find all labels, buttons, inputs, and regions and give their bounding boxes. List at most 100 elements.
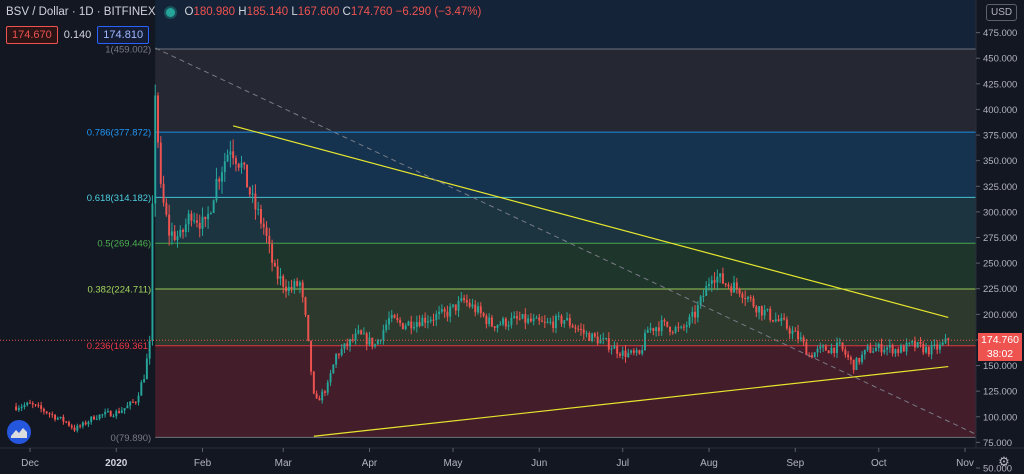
fib-label: 0.382(224.711) (87, 285, 151, 296)
price-tick-label: 275.000 (983, 233, 1017, 244)
candle-body (106, 411, 109, 413)
candle-body (29, 402, 31, 404)
candle-body (930, 344, 933, 355)
symbol-title[interactable]: BSV / Dollar · 1D · BITFINEX (6, 6, 156, 18)
candle-body (657, 327, 660, 332)
candle-body (510, 317, 513, 326)
candle-body (162, 183, 165, 203)
candle-body (708, 283, 710, 287)
candle-body (262, 223, 265, 228)
candle-body (855, 357, 858, 371)
candle-body (20, 406, 23, 409)
candle-body (783, 317, 786, 320)
candle-body (182, 229, 185, 233)
candle-body (40, 405, 43, 409)
candle-body (922, 343, 925, 353)
candle-body (446, 311, 449, 317)
candle-body (401, 323, 404, 329)
candle-body (246, 164, 249, 188)
candle-body (504, 318, 507, 327)
candle-body (120, 410, 123, 413)
candle-body (287, 286, 290, 292)
candle-body (340, 348, 343, 356)
candle-body (248, 187, 251, 195)
candle-body (560, 315, 563, 324)
candle-body (184, 224, 187, 233)
candle-body (552, 321, 555, 329)
sell-button[interactable]: 174.670 (6, 26, 58, 44)
candle-body (582, 329, 585, 334)
candle-body (432, 319, 435, 321)
candle-body (332, 364, 335, 374)
candle-body (237, 163, 240, 168)
candle-body (17, 408, 20, 410)
candle-body (925, 346, 928, 353)
candle-body (618, 353, 621, 356)
price-tick-label: 450.000 (983, 54, 1017, 65)
candle-body (349, 339, 351, 347)
high-value: 185.140 (246, 6, 289, 18)
candle-body (688, 316, 691, 326)
candle-body (273, 262, 276, 267)
candle-body (346, 343, 349, 347)
candle-body (195, 220, 198, 223)
candle-body (816, 348, 819, 353)
candle-body (259, 208, 262, 224)
tradingview-logo-icon[interactable] (7, 420, 31, 444)
candle-body (226, 154, 229, 162)
candle-body (23, 405, 26, 407)
candle-body (118, 411, 121, 413)
candle-body (763, 310, 766, 316)
candle-body (240, 162, 243, 168)
candle-body (148, 341, 151, 359)
candle-body (682, 326, 685, 328)
candle-body (627, 352, 630, 358)
candle-body (396, 317, 399, 320)
buy-button[interactable]: 174.810 (97, 26, 150, 44)
time-tick-label: 2020 (105, 458, 128, 469)
fib-label: 1(459.002) (105, 45, 151, 56)
candle-body (605, 338, 608, 340)
candle-body (435, 314, 438, 320)
price-tick-label: 400.000 (983, 105, 1017, 116)
time-tick-label: Dec (21, 458, 39, 469)
candle-body (805, 342, 808, 356)
candle-body (866, 346, 869, 350)
candle-body (894, 349, 897, 354)
candle-body (209, 212, 212, 214)
candle-body (410, 321, 413, 329)
trendline-upper (232, 125, 949, 318)
candle-body (390, 314, 393, 319)
candle-body (788, 328, 791, 334)
currency-button[interactable]: USD (986, 4, 1018, 21)
fib-label: 0(79.890) (111, 433, 152, 444)
candle-body (296, 280, 299, 286)
candle-body (42, 408, 45, 412)
price-tick-label: 200.000 (983, 310, 1017, 321)
candle-body (101, 414, 104, 416)
candle-body (799, 337, 802, 340)
candle-body (535, 317, 538, 319)
candle-body (254, 193, 257, 210)
candle-body (379, 339, 382, 341)
gear-icon[interactable]: ⚙ (998, 454, 1010, 469)
status-dot-icon (165, 7, 175, 17)
fib-label: 0.236(169.361) (87, 341, 151, 352)
candle-body (70, 425, 73, 428)
candle-body (554, 316, 557, 329)
open-value: 180.980 (193, 6, 236, 18)
candle-body (888, 345, 891, 348)
candle-body (733, 282, 736, 293)
candle-body (285, 286, 287, 292)
candle-body (173, 231, 176, 241)
candle-body (329, 373, 332, 383)
candle-body (602, 338, 605, 340)
candle-body (404, 325, 407, 329)
candle-body (496, 325, 499, 329)
candle-body (549, 321, 552, 323)
candle-body (312, 371, 315, 394)
price-tick-label: 300.000 (983, 207, 1017, 218)
candle-body (710, 280, 713, 284)
fib-zone (155, 243, 977, 290)
